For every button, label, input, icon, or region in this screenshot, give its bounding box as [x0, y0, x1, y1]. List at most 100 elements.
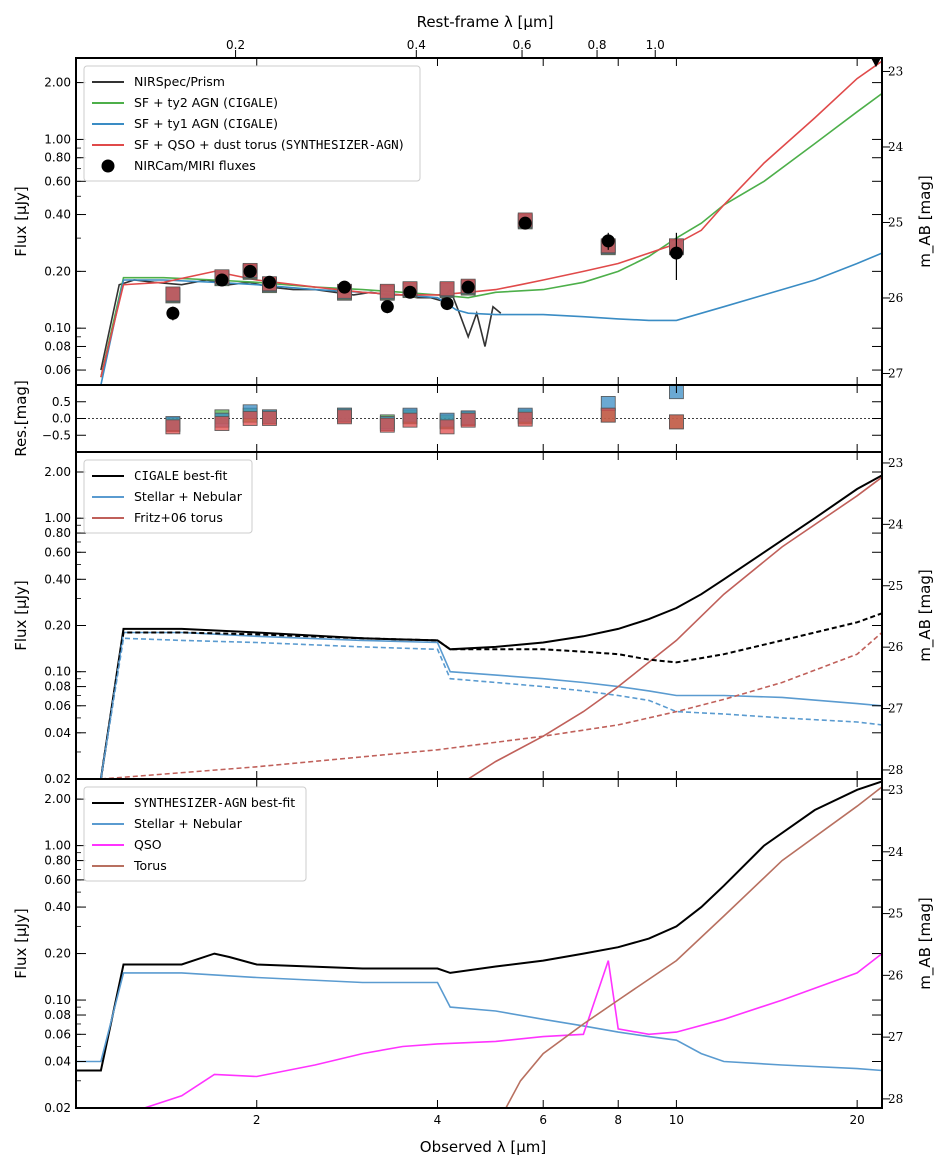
legend-entry: SF + QSO + dust torus (SYNTHESIZER-AGN) [134, 137, 404, 152]
y-tick-label: 0.10 [44, 665, 71, 679]
nircam-miri-point [380, 300, 394, 314]
mag-tick-label: 23 [888, 64, 903, 78]
nircam-miri-point [215, 273, 229, 287]
nircam-miri-point [337, 280, 351, 294]
x-tick-label: 4 [434, 1113, 442, 1127]
x-tick-label: 10 [669, 1113, 684, 1127]
legend-entry: SF + ty1 AGN (CIGALE) [134, 116, 278, 131]
series-sf-ty2-agn [100, 92, 882, 378]
x-tick-label: 2 [253, 1113, 261, 1127]
y2-axis-label-photometry: m_AB [mag] [916, 175, 935, 267]
legend-entry: Fritz+06 torus [134, 510, 223, 525]
top-tick-label: 1.0 [646, 38, 665, 52]
nircam-miri-point [669, 246, 683, 260]
nircam-miri-point [166, 306, 180, 320]
y-tick-label: 0.20 [44, 264, 71, 278]
residual-qso [337, 409, 352, 425]
legend-entry: NIRCam/MIRI fluxes [134, 158, 256, 173]
y-tick-label: 0.08 [44, 680, 71, 694]
series-torus-dashed [100, 631, 882, 779]
series-sf-qso-dust-torus [100, 60, 882, 378]
plot-area-synthesizer [76, 780, 882, 1108]
residual-qso [402, 412, 418, 428]
residual-qso [165, 419, 181, 435]
series-torus [505, 786, 882, 1108]
legend-entry: Stellar + Nebular [134, 489, 243, 504]
mag-tick-label: 27 [888, 702, 903, 716]
mag-tick-label: 24 [888, 845, 904, 859]
residual-qso [600, 407, 616, 423]
y-tick-label: 0.06 [44, 699, 71, 713]
top-tick-label: 0.8 [587, 38, 606, 52]
y-tick-label: 0.5 [52, 395, 71, 409]
mag-tick-label: 26 [888, 968, 903, 982]
y-tick-label: 0.02 [44, 772, 71, 786]
residual-qso [669, 414, 684, 430]
mag-tick-label: 23 [888, 783, 903, 797]
legend-entry: Torus [133, 858, 167, 873]
y-tick-label: 2.00 [44, 792, 71, 806]
y-axis-label-photometry: Flux [μJy] [12, 186, 30, 257]
mag-tick-label: 24 [888, 517, 904, 531]
nircam-miri-point [601, 234, 615, 248]
mag-tick-label: 25 [888, 215, 903, 229]
nircam-miri-point [440, 297, 454, 311]
model-photometry-square [165, 286, 181, 302]
frame-synthesizer [75, 778, 883, 1109]
mag-tick-label: 27 [888, 366, 903, 380]
y-tick-label: 0.02 [44, 1101, 71, 1115]
legend-entry: Stellar + Nebular [134, 816, 243, 831]
y-tick-label: 0.20 [44, 947, 71, 961]
x-tick-label: 6 [539, 1113, 547, 1127]
legend-marker [101, 159, 115, 173]
y-tick-label: 0.04 [44, 726, 71, 740]
panel-photometry: 0.06 0.08 0.10 0.20 0.40 0.60 0.80 1.00 2.00 23 24… [12, 57, 935, 386]
mag-tick-label: 25 [888, 579, 903, 593]
legend-box-cigale [83, 459, 253, 534]
y-tick-label: 0.40 [44, 572, 71, 586]
legend-entry: NIRSpec/Prism [134, 74, 225, 89]
mag-tick-label: 28 [888, 1092, 903, 1106]
y-tick-label: 0.80 [44, 526, 71, 540]
mag-tick-label: 26 [888, 640, 903, 654]
residual-qso [262, 411, 277, 426]
nircam-miri-point [461, 280, 475, 294]
y-tick-label: 0.04 [44, 1055, 71, 1069]
y-tick-label: 0.10 [44, 993, 71, 1007]
legend-entry: SF + ty2 AGN (CIGALE) [134, 95, 278, 110]
nircam-miri-point [243, 264, 257, 278]
y2-axis-label-cigale: m_AB [mag] [916, 569, 935, 661]
x-tick-label: 20 [850, 1113, 865, 1127]
series-sf-ty1-agn [100, 252, 882, 385]
y-tick-label: 0.80 [44, 854, 71, 868]
y-tick-label: 1.00 [44, 511, 71, 525]
y-tick-label: 1.00 [44, 132, 71, 146]
y-tick-label: 2.00 [44, 465, 71, 479]
series-qso [144, 952, 882, 1108]
legend-entry: CIGALE best-fit [134, 468, 228, 483]
y-axis-label-synthesizer: Flux [μJy] [12, 908, 30, 979]
y-tick-label: 0.08 [44, 339, 71, 353]
y-tick-label: 0.10 [44, 321, 71, 335]
series-stellar-nebular [76, 972, 882, 1072]
residual-qso [242, 411, 258, 426]
panel-residuals: −0.5 0.0 0.5 Res.[mag] [12, 380, 883, 457]
y-tick-label: 0.40 [44, 208, 71, 222]
y-tick-label: 1.00 [44, 839, 71, 853]
y-tick-label: 0.40 [44, 900, 71, 914]
upper-limit-marker [871, 58, 881, 68]
series-torus [467, 476, 882, 779]
legend-entry: QSO [134, 837, 162, 852]
top-tick-label: 0.2 [226, 38, 245, 52]
series-best-fit [76, 780, 882, 1072]
y-tick-label: 0.20 [44, 619, 71, 633]
panel-synthesizer: 0.02 0.04 0.06 0.080.10 0.20 0.40 0.60 0.801.00… [12, 778, 935, 1115]
y-tick-label: 0.08 [44, 1008, 71, 1022]
series-best-fit [99, 474, 882, 779]
legend-box-photometry [83, 65, 421, 182]
y-tick-label: 2.00 [44, 76, 71, 90]
residual-qso [439, 419, 455, 435]
mag-tick-label: 28 [888, 763, 903, 777]
plot-area-photometry [100, 58, 882, 385]
